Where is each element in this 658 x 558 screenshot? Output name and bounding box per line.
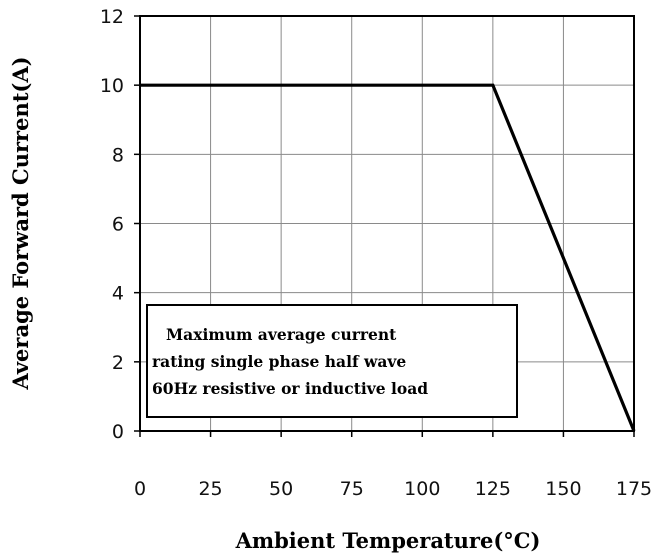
y-axis-title: Average Forward Current(A) [8, 56, 33, 390]
y-tick-label: 4 [112, 283, 124, 305]
series-line [140, 83, 636, 432]
y-axis: 0 2 4 6 8 10 12 [100, 6, 140, 443]
x-tick-label: 150 [545, 478, 581, 500]
annotation-line: Maximum average current [166, 325, 397, 344]
series-layer [140, 83, 636, 432]
x-tick-label: 75 [340, 478, 364, 500]
y-tick-label: 12 [100, 6, 124, 28]
x-tick-label: 0 [134, 478, 146, 500]
x-tick-label: 50 [269, 478, 293, 500]
annotation-box: Maximum average current rating single ph… [146, 304, 518, 418]
y-tick-label: 8 [112, 144, 124, 166]
x-tick-label: 25 [198, 478, 222, 500]
x-axis: 0 25 50 75 100 125 150 175 [134, 431, 652, 500]
annotation-frame [146, 304, 518, 418]
x-tick-label: 125 [475, 478, 511, 500]
x-axis-title: Ambient Temperature(°C) [235, 528, 541, 553]
y-tick-label: 10 [100, 75, 124, 97]
x-tick-label: 175 [616, 478, 652, 500]
y-tick-label: 6 [112, 214, 124, 236]
y-tick-label: 0 [112, 421, 124, 443]
annotation-line: 60Hz resistive or inductive load [152, 379, 428, 398]
x-tick-label: 100 [404, 478, 440, 500]
annotation-line: rating single phase half wave [152, 352, 406, 371]
y-tick-label: 2 [112, 352, 124, 374]
